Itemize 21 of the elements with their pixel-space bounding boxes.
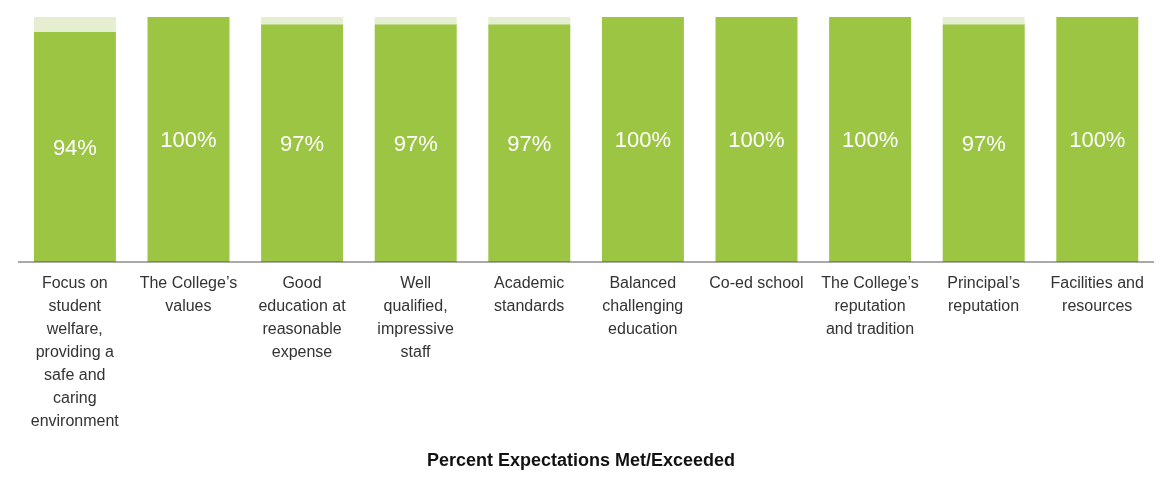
x-tick-label: Good education at reasonable expense [258,274,347,360]
data-label: 97% [280,130,325,156]
data-label: 94% [52,134,97,160]
data-label: 100% [1069,127,1126,153]
data-label: 97% [393,130,438,156]
data-label: 100% [614,127,672,153]
x-tick-label: The College’s values [139,274,238,314]
data-label: 100% [160,127,217,153]
x-axis-title: Percent Expectations Met/Exceeded [425,450,737,471]
data-label: 100% [841,127,899,153]
x-tick-label: Balanced challenging education [602,274,684,337]
x-tick-label: Academic standards [494,274,565,314]
x-tick-label: Facilities and resources [1050,274,1144,314]
x-tick-label: Co-ed school [709,274,804,291]
x-tick-label: Well qualified, impressive staff [377,274,454,360]
x-tick-label: Principal’s reputation [947,274,1020,314]
data-label: 100% [728,127,785,153]
data-label: 97% [507,130,552,156]
x-tick-label: Focus on student welfare, providing a safe and caring environment [30,274,120,429]
data-label: 97% [961,130,1006,156]
x-tick-label: The College’s reputation and tradition [821,274,919,337]
